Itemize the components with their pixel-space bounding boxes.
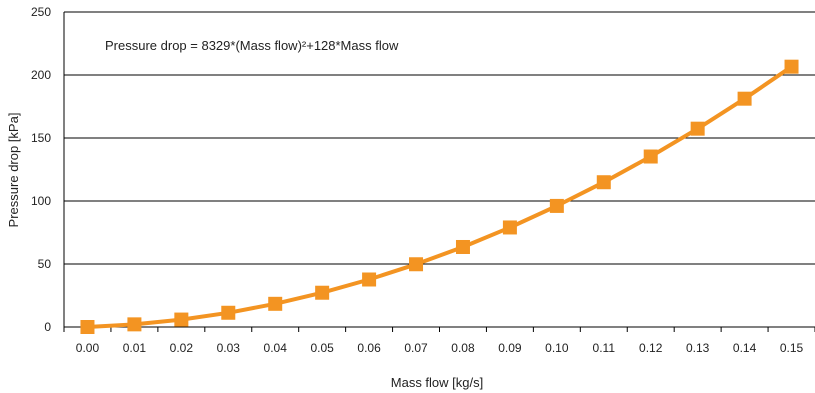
y-tick-label: 50 [38,257,52,271]
x-tick-label: 0.00 [76,341,100,355]
data-point [690,121,705,136]
x-tick-label: 0.07 [404,341,428,355]
data-point [737,91,752,106]
x-tick-label: 0.09 [498,341,522,355]
x-axis-title: Mass flow [kg/s] [391,375,483,390]
data-point [315,285,330,300]
x-tick-label: 0.12 [639,341,663,355]
y-tick-label: 0 [44,320,51,334]
formula-annotation: Pressure drop = 8329*(Mass flow)²+128*Ma… [105,38,399,53]
data-point [455,239,470,254]
x-tick-label: 0.15 [780,341,804,355]
data-point [221,305,236,320]
x-tick-label: 0.04 [264,341,288,355]
data-point [174,312,189,327]
y-tick-label: 200 [31,68,51,82]
data-point [784,59,799,74]
data-point [643,149,658,164]
data-point [127,317,142,332]
x-tick-label: 0.01 [123,341,147,355]
series-line [87,65,793,329]
x-tick-label: 0.14 [733,341,757,355]
y-tick-label: 100 [31,194,51,208]
x-tick-label: 0.02 [170,341,194,355]
y-tick-label: 250 [31,5,51,19]
axes [63,12,815,332]
data-point [268,296,283,311]
data-point [502,220,517,235]
data-point [549,198,564,213]
x-tick-label: 0.08 [451,341,475,355]
series-group [80,59,799,334]
x-tick-label: 0.11 [593,341,616,355]
y-tick-labels: 0 50 100 150 200 250 [31,5,51,334]
data-point [596,175,611,190]
data-point [80,320,95,334]
data-point [362,272,377,287]
x-tick-label: 0.10 [545,341,569,355]
data-point [409,257,424,272]
x-tick-label: 0.05 [310,341,334,355]
y-axis-title: Pressure drop [kPa] [6,113,21,228]
x-tick-label: 0.03 [217,341,241,355]
grid-lines [64,11,815,265]
x-tick-label: 0.13 [686,341,710,355]
x-tick-label: 0.06 [357,341,381,355]
x-tick-labels: 0.00 0.01 0.02 0.03 0.04 0.05 0.06 0.07 0.08 0.09… [76,341,804,355]
y-tick-label: 150 [31,131,51,145]
